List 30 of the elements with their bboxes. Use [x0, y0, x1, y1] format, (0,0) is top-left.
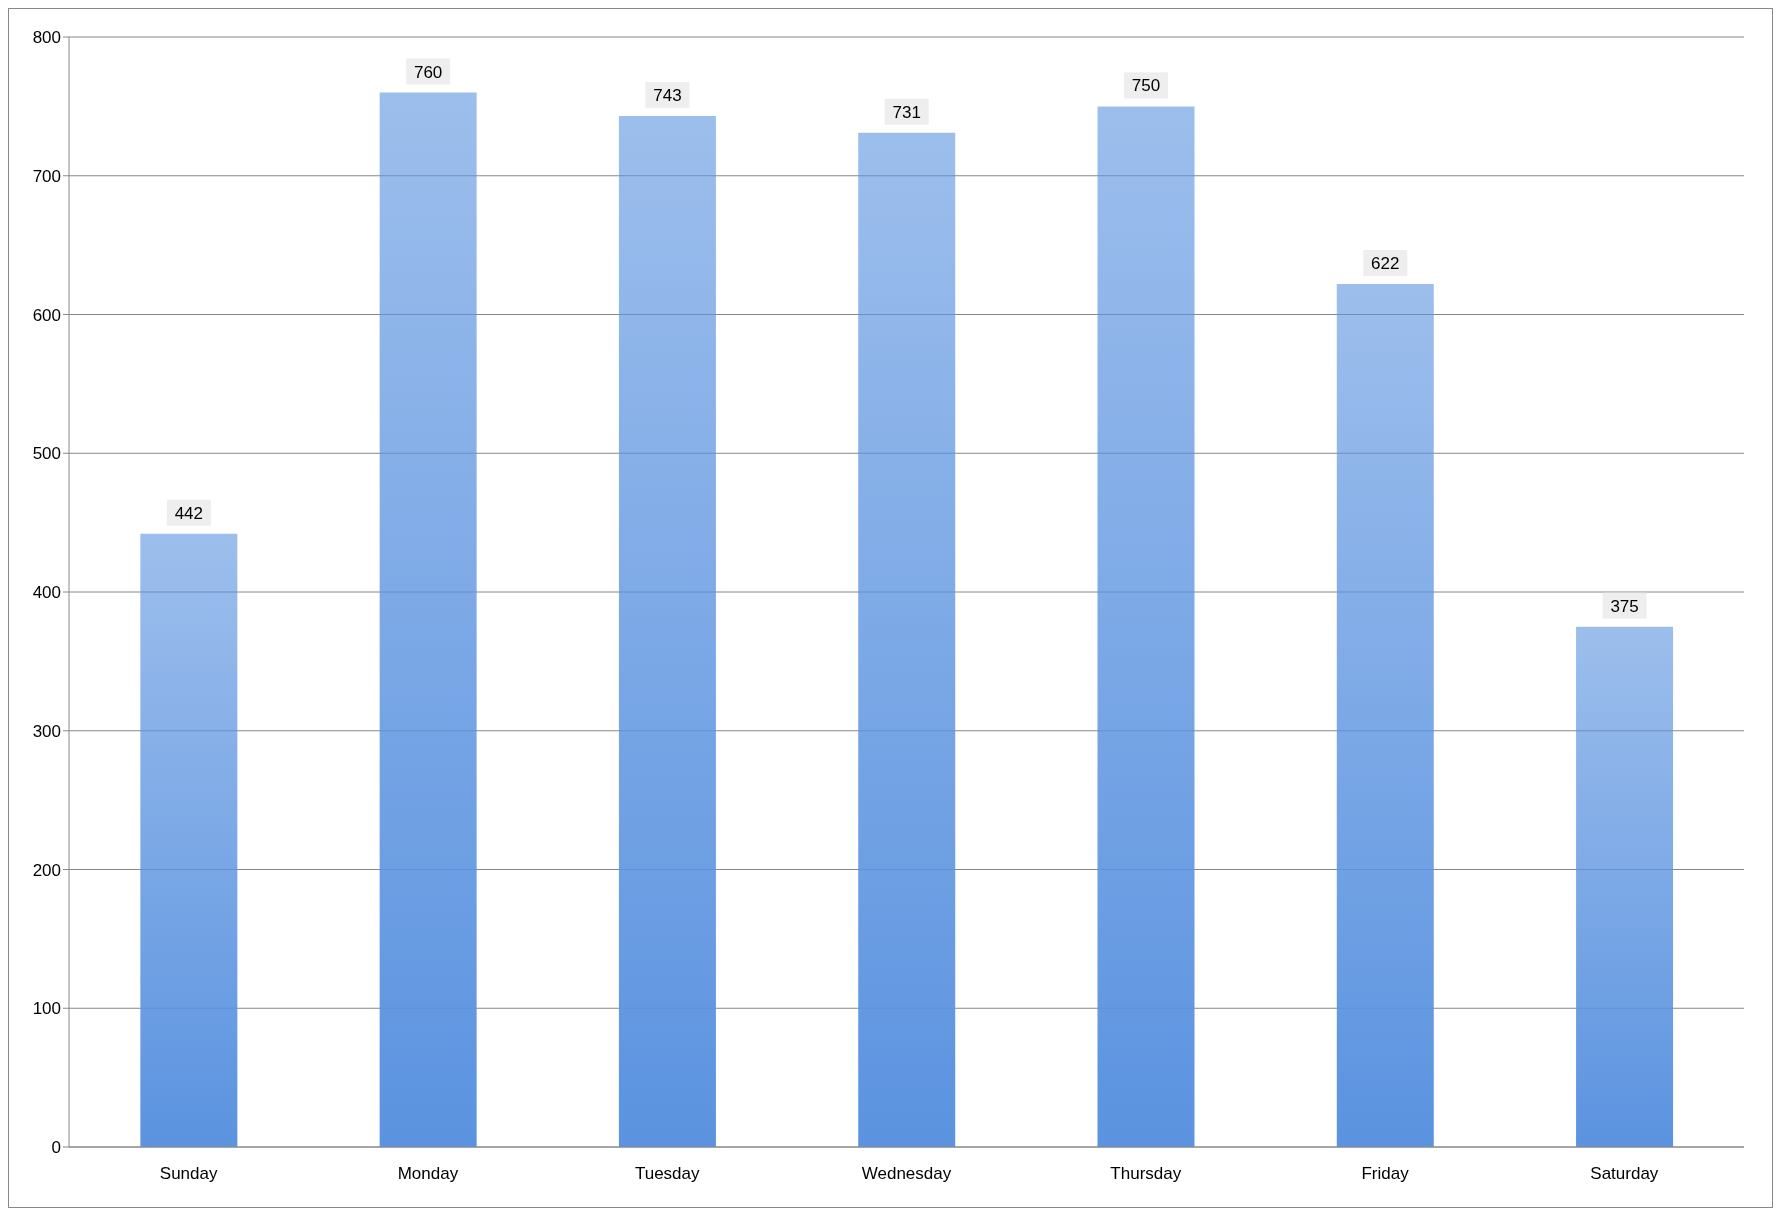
data-label: 760: [413, 62, 443, 82]
y-tick-label: 100: [32, 999, 61, 1019]
y-tick-label: 500: [32, 444, 61, 464]
x-tick-label: Wednesday: [861, 1164, 952, 1184]
bar: [379, 92, 477, 1147]
y-tick-label: 300: [32, 721, 61, 741]
data-label: 622: [1371, 253, 1400, 273]
bar: [140, 533, 238, 1147]
data-label: 750: [1131, 76, 1161, 96]
y-tick-label: 700: [32, 166, 61, 186]
bar: [1336, 283, 1434, 1147]
x-tick-label: Saturday: [1590, 1164, 1659, 1184]
data-label: 743: [653, 86, 682, 106]
y-tick-label: 800: [32, 28, 61, 48]
y-tick-label: 400: [32, 583, 61, 603]
x-tick-label: Friday: [1361, 1164, 1410, 1184]
bar: [1576, 626, 1674, 1147]
y-tick-label: 600: [32, 305, 61, 325]
data-label: 375: [1610, 596, 1639, 616]
x-tick-label: Thursday: [1110, 1164, 1182, 1184]
bar: [858, 132, 956, 1147]
y-tick-label: 200: [32, 860, 61, 880]
data-label: 731: [892, 102, 921, 122]
y-tick-label: 0: [51, 1138, 61, 1158]
data-label: 442: [174, 503, 204, 523]
bar: [1097, 106, 1195, 1147]
x-tick-label: Sunday: [159, 1164, 218, 1184]
x-tick-label: Tuesday: [634, 1164, 700, 1184]
x-tick-label: Monday: [397, 1164, 459, 1184]
bar: [618, 116, 716, 1147]
